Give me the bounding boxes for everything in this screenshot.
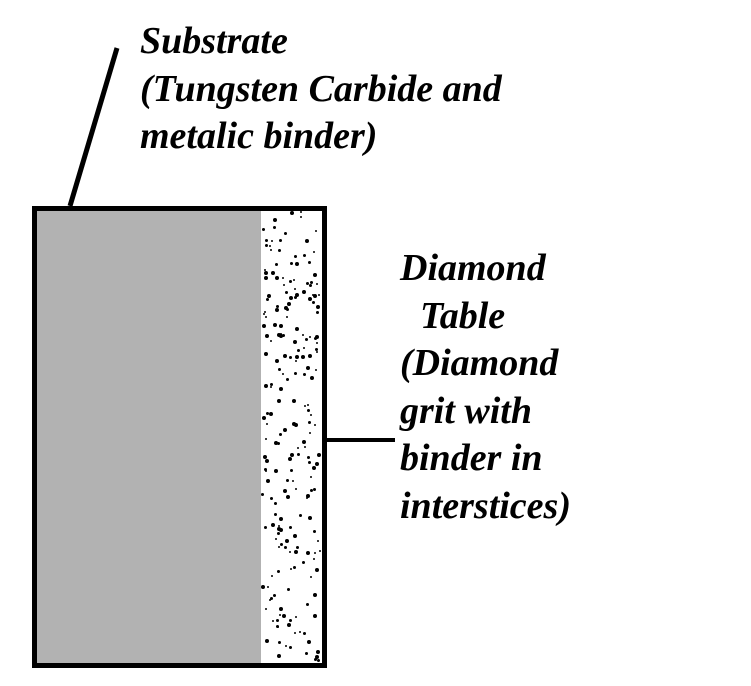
substrate-label-line1: Substrate (140, 20, 288, 62)
diamond-label-line1: Diamond (400, 247, 546, 289)
diamond-label-line5: binder in (400, 437, 543, 479)
substrate-region (32, 206, 266, 668)
diamond-label-line3: (Diamond (400, 342, 558, 384)
diamond-grit-texture (261, 211, 322, 663)
diamond-table-label: Diamond Table (Diamond grit with binder … (400, 245, 571, 530)
diamond-label-line6: interstices) (400, 485, 571, 527)
diamond-leader-line (327, 438, 395, 442)
substrate-label-line2: (Tungsten Carbide and (140, 68, 502, 110)
diamond-label-line2: Table (400, 295, 505, 337)
substrate-label: Substrate (Tungsten Carbide and metalic … (140, 18, 502, 161)
substrate-label-line3: metalic binder) (140, 115, 377, 157)
diamond-label-line4: grit with (400, 390, 532, 432)
diamond-table-region (261, 206, 327, 668)
